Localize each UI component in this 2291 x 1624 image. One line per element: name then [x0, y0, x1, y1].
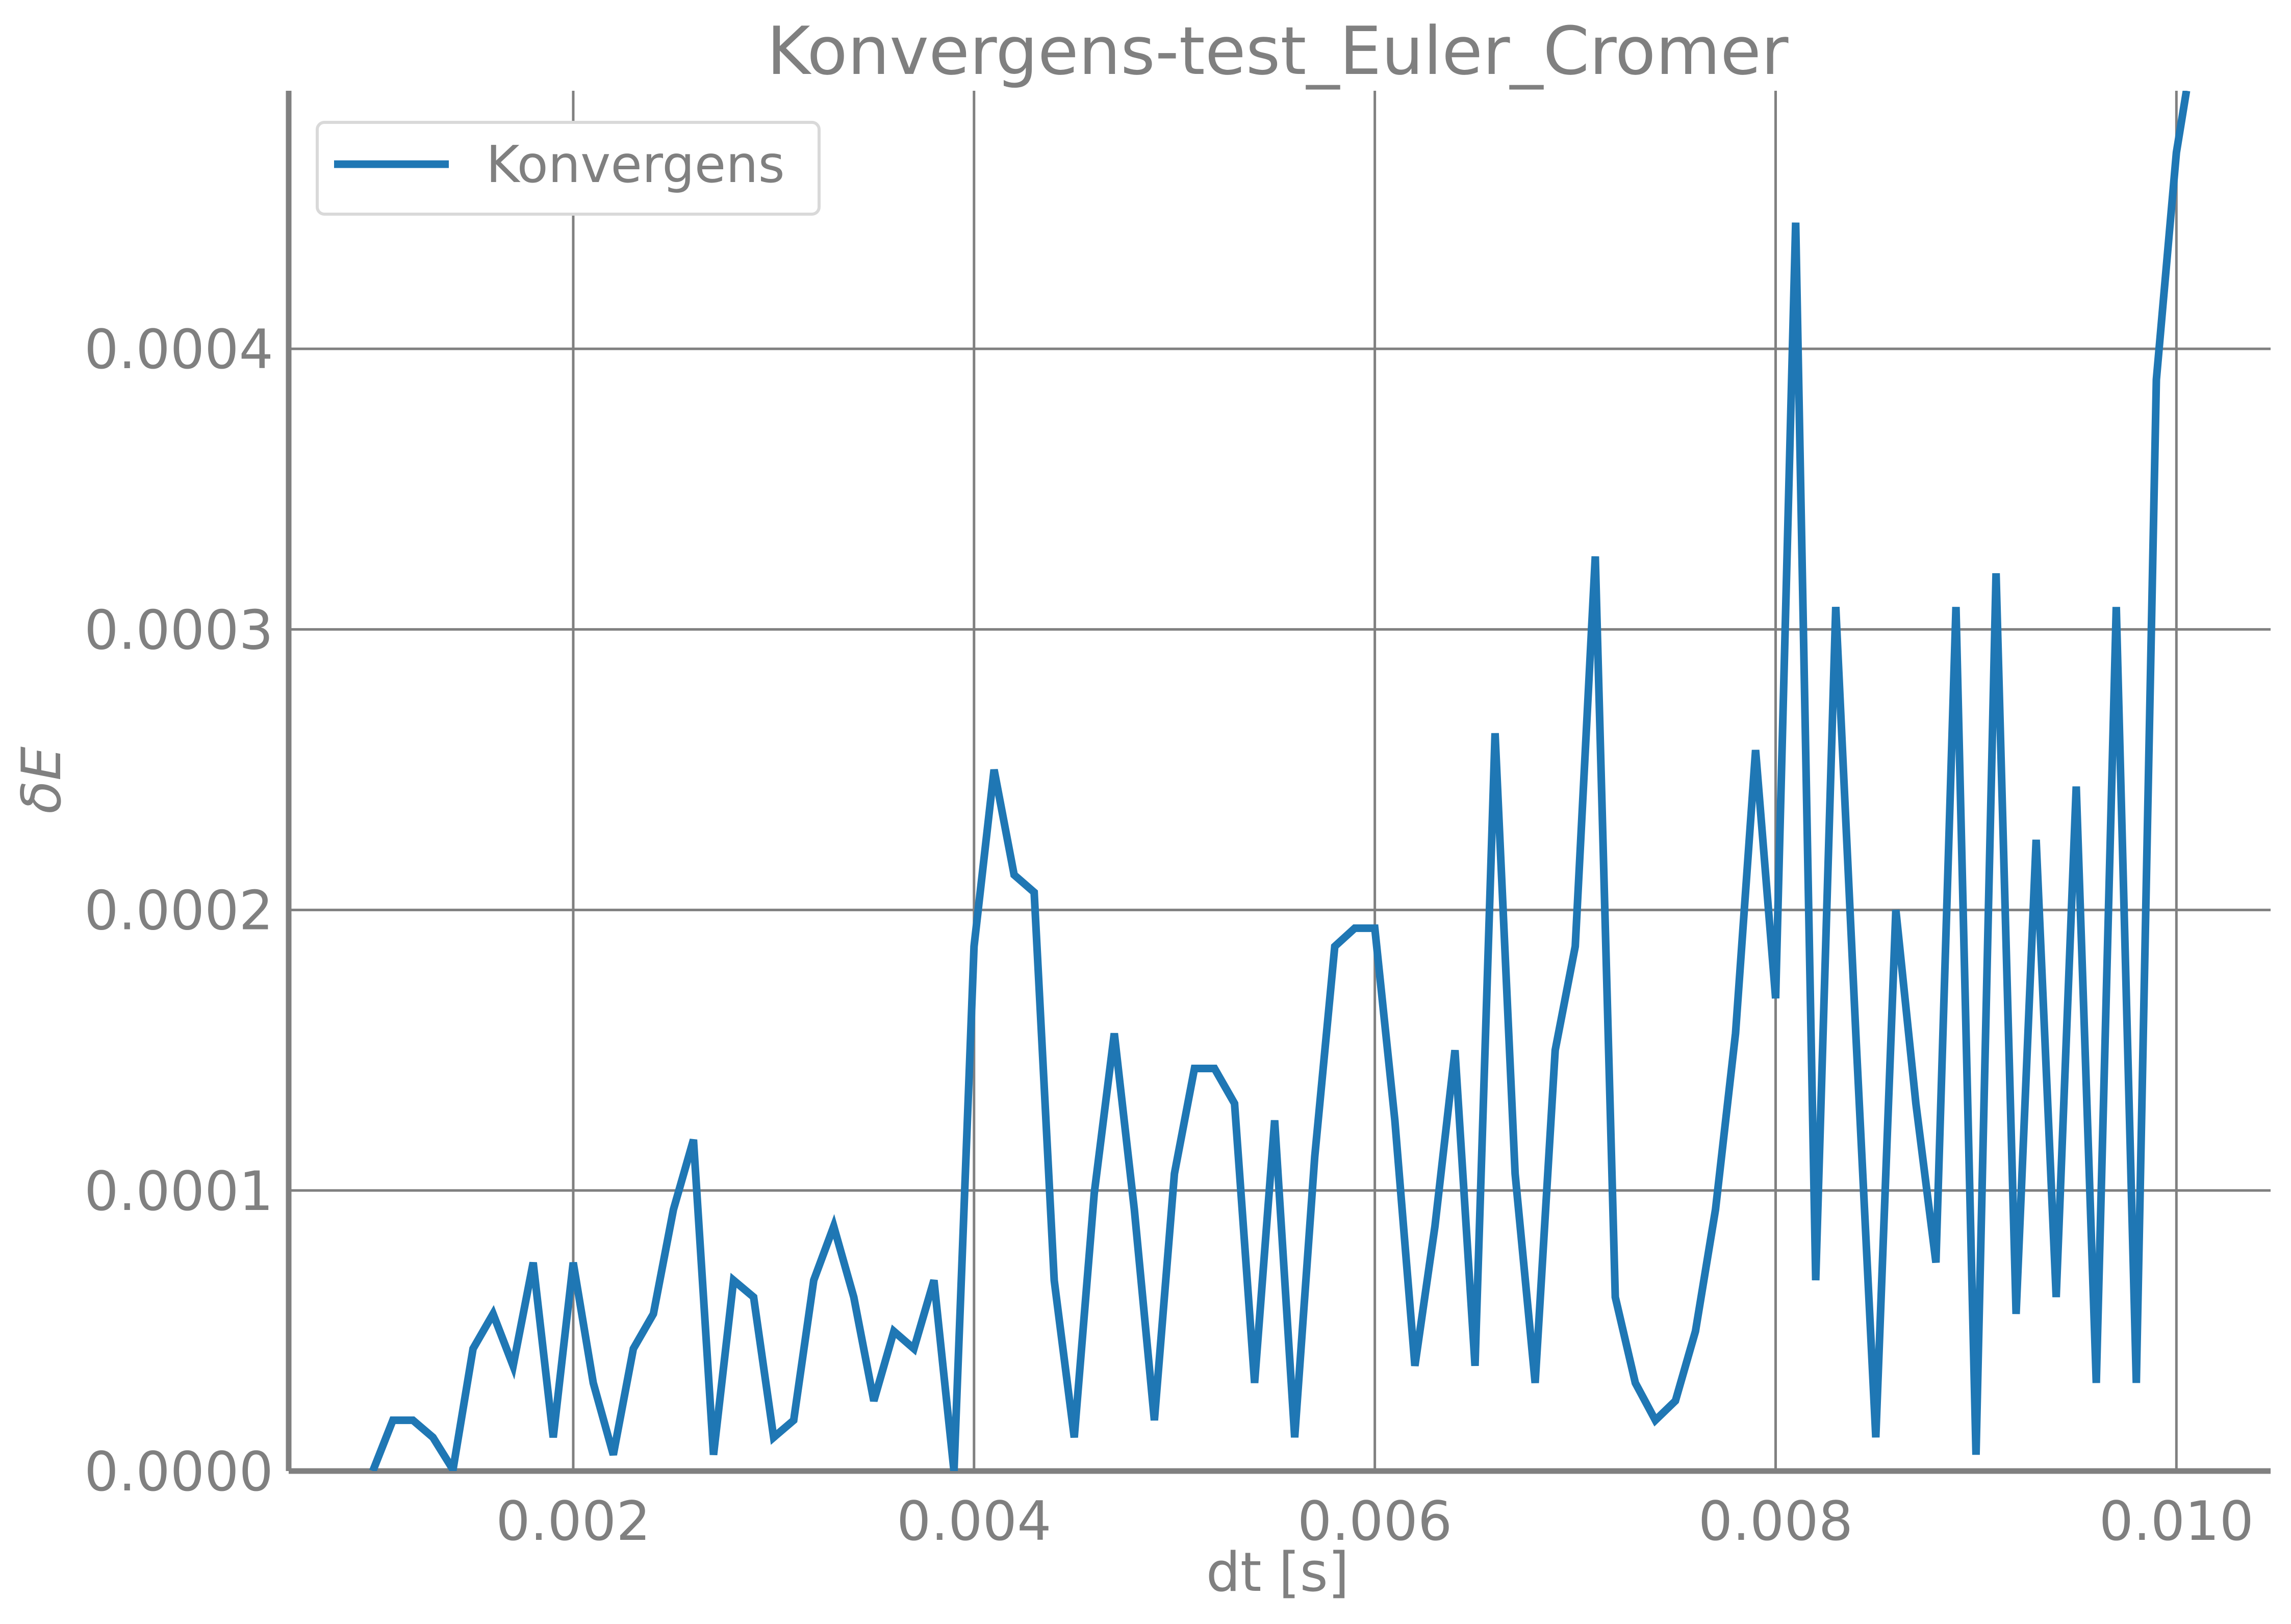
x-axis-label: dt [s] [1206, 1541, 1349, 1604]
y-axis-label: δE [10, 746, 73, 814]
series-line-konvergens [369, 91, 2191, 1471]
y-tick-label: 0.0002 [84, 880, 273, 942]
legend-box [316, 121, 821, 216]
y-tick-labels: 0.0000 0.0001 0.0002 0.0003 0.0004 [84, 318, 273, 1503]
x-tick-label: 0.004 [897, 1490, 1051, 1553]
y-tick-label: 0.0000 [84, 1440, 273, 1503]
axes [286, 91, 2271, 1474]
legend-entry-konvergens: Konvergens [486, 135, 785, 194]
x-tick-label: 0.008 [1698, 1490, 1853, 1553]
chart-title: Konvergens-test_Euler_Cromer [767, 12, 1789, 90]
legend: Konvergens [316, 121, 821, 216]
y-tick-label: 0.0001 [84, 1160, 273, 1223]
x-tick-labels: 0.002 0.004 0.006 0.008 0.010 [496, 1490, 2254, 1553]
x-tick-label: 0.010 [2099, 1490, 2254, 1553]
x-tick-label: 0.006 [1297, 1490, 1452, 1553]
y-tick-label: 0.0004 [84, 318, 273, 381]
x-tick-label: 0.002 [496, 1490, 650, 1553]
series-layer [369, 91, 2191, 1471]
y-tick-label: 0.0003 [84, 599, 273, 661]
